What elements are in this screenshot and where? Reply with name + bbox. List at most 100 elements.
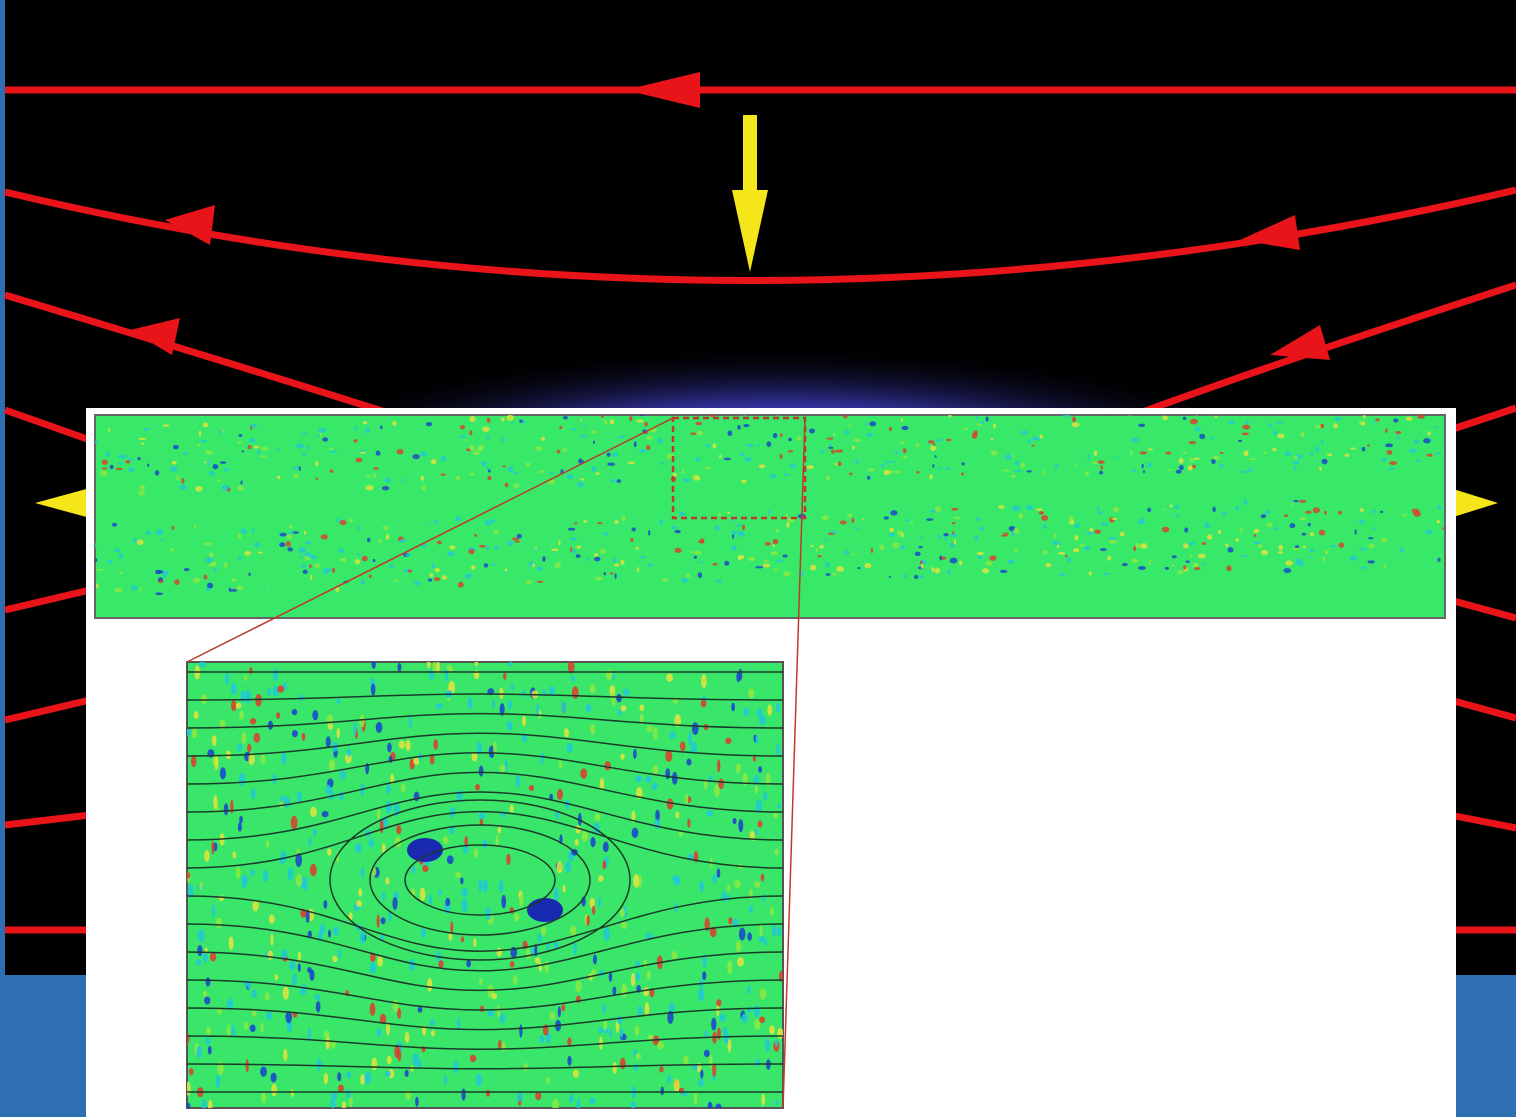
speck	[612, 1062, 617, 1074]
speck	[161, 539, 165, 541]
speck	[1368, 544, 1374, 548]
speck	[355, 426, 357, 432]
speck	[281, 753, 286, 765]
speck	[978, 555, 983, 559]
speck	[1183, 565, 1186, 569]
speck	[603, 1019, 607, 1031]
speck	[526, 462, 531, 467]
speck	[231, 700, 236, 711]
speck	[248, 573, 251, 576]
speck	[421, 475, 424, 480]
speck	[1043, 470, 1045, 476]
speck	[570, 428, 576, 431]
speck	[920, 536, 923, 539]
speck	[1012, 505, 1020, 511]
speck	[409, 959, 415, 971]
speck	[989, 555, 996, 560]
speck	[480, 1006, 484, 1013]
speck	[146, 531, 151, 535]
speck	[659, 1066, 663, 1072]
speck	[695, 422, 702, 426]
speck	[596, 472, 600, 475]
speck	[429, 895, 432, 905]
speck	[289, 961, 296, 970]
speck	[155, 470, 159, 475]
speck	[209, 471, 215, 476]
speck	[741, 479, 746, 483]
speck	[810, 565, 817, 571]
speck	[889, 528, 894, 533]
speck	[634, 441, 637, 447]
speck	[612, 986, 616, 995]
speck	[292, 709, 298, 715]
speck	[205, 1038, 211, 1045]
speck	[698, 572, 702, 578]
speck	[847, 514, 853, 518]
speck	[469, 430, 472, 435]
speck	[1162, 527, 1170, 533]
speck	[478, 812, 485, 819]
speck	[702, 971, 706, 980]
speck	[1193, 458, 1200, 460]
speck	[723, 1027, 728, 1035]
speck	[717, 759, 720, 772]
speck	[777, 803, 780, 809]
speck	[603, 927, 610, 941]
speck	[1258, 544, 1263, 548]
speck	[225, 673, 230, 685]
speck	[1442, 527, 1445, 529]
speck	[141, 442, 144, 444]
speck	[260, 1067, 267, 1077]
speck	[879, 544, 884, 550]
speck	[592, 905, 595, 914]
speck	[893, 471, 901, 474]
vortex-spot	[407, 838, 443, 862]
speck	[538, 470, 545, 472]
speck	[176, 475, 179, 480]
speck	[360, 1074, 365, 1085]
speck	[212, 464, 218, 469]
speck	[929, 474, 932, 479]
speck	[759, 464, 766, 468]
speck	[1039, 511, 1044, 515]
speck	[277, 476, 281, 480]
speck	[1381, 538, 1388, 543]
speck	[330, 1098, 335, 1108]
speck	[332, 568, 335, 573]
speck	[890, 510, 897, 515]
speck	[264, 587, 266, 589]
speck	[471, 565, 476, 570]
speck	[392, 897, 397, 910]
speck	[580, 435, 586, 438]
speck	[598, 1027, 601, 1033]
speck	[1290, 523, 1296, 528]
speck	[522, 689, 525, 698]
speck	[591, 430, 598, 433]
speck	[401, 478, 403, 483]
speck	[852, 445, 855, 449]
speck	[491, 563, 496, 565]
speck	[241, 480, 243, 484]
speck	[389, 565, 394, 569]
speck	[621, 922, 627, 929]
speck	[265, 992, 270, 1001]
speck	[172, 461, 177, 465]
speck	[951, 508, 958, 511]
speck	[550, 1012, 556, 1020]
speck	[880, 464, 884, 467]
speck	[363, 421, 367, 424]
speck	[360, 714, 365, 727]
speck	[170, 548, 174, 552]
speck	[577, 482, 584, 487]
speck	[460, 425, 465, 429]
speck	[797, 436, 801, 441]
speck	[845, 430, 849, 434]
speck	[572, 686, 579, 699]
speck	[928, 440, 935, 443]
speck	[727, 430, 732, 436]
speck	[1026, 506, 1033, 510]
speck	[836, 566, 844, 572]
speck	[470, 1055, 476, 1062]
speck	[1350, 448, 1355, 450]
speck	[197, 443, 199, 447]
